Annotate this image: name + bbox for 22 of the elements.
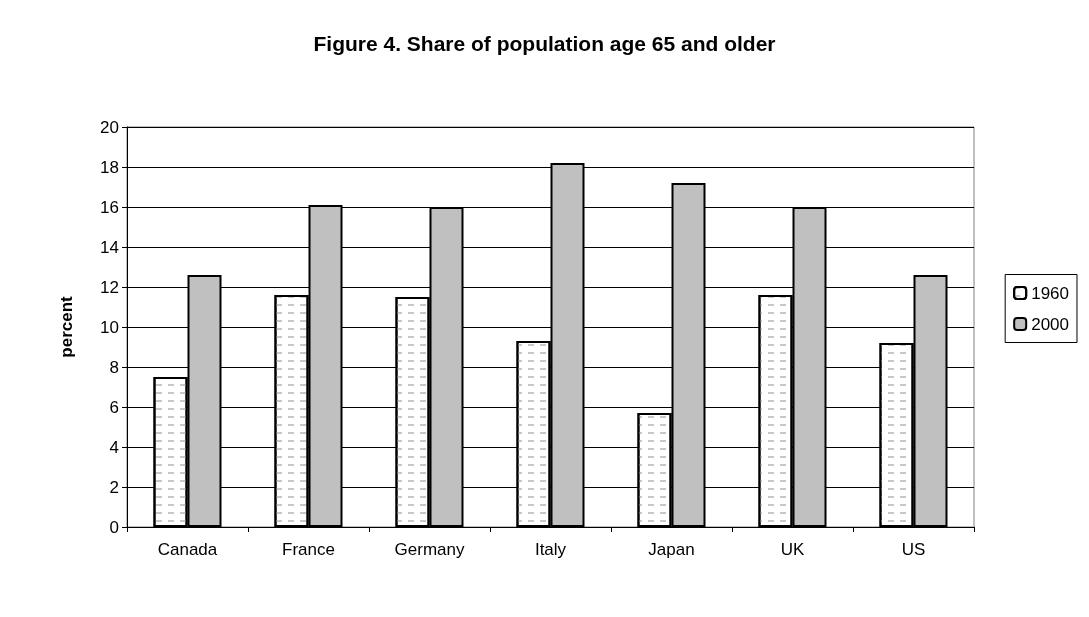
legend-label: 2000 [1031,314,1070,334]
x-tick-label: Italy [534,540,567,559]
y-tick-label: 2 [109,477,119,497]
y-tick-label: 0 [109,517,119,537]
y-tick-label: 8 [109,357,119,377]
y-tick-label: 20 [100,117,119,137]
y-tick-label: 4 [109,437,119,457]
x-tick-label: Japan [648,540,695,559]
y-tick-label: 16 [100,197,119,217]
y-axis-title: percent [57,295,76,358]
x-tick-label: US [901,540,926,559]
legend-label: 1960 [1031,283,1070,303]
y-tick-label: 10 [100,317,119,337]
y-tick-label: 6 [109,397,119,417]
x-tick-label: UK [780,540,805,559]
x-tick-label: France [282,540,335,559]
y-tick-label: 12 [100,277,119,297]
y-tick-label: 14 [100,237,119,257]
y-tick-label: 18 [100,157,119,177]
chart-title: Figure 4. Share of population age 65 and older [313,32,776,55]
x-tick-label: Germany [394,540,465,559]
x-tick-label: Canada [157,540,218,559]
